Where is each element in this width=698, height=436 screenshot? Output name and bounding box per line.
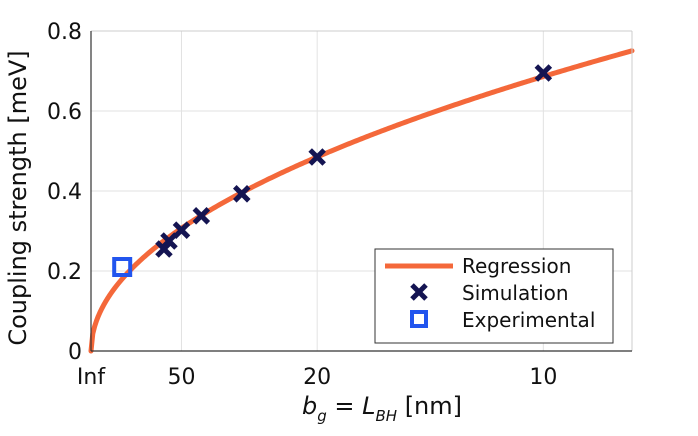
x-tick-label: 50 xyxy=(167,365,195,390)
legend-experimental-icon xyxy=(410,310,428,328)
legend-simulation-label: Simulation xyxy=(462,281,569,305)
y-tick-label: 0.8 xyxy=(47,20,82,45)
y-axis-label: Coupling strength [meV] xyxy=(4,50,32,345)
y-tick-label: 0 xyxy=(68,340,82,365)
x-label-unit: [nm] xyxy=(397,392,462,420)
marker-stroke xyxy=(233,185,251,203)
x-axis-label: bg = LBH [nm] xyxy=(302,392,462,425)
simulation-marker xyxy=(172,221,191,239)
legend-x-marker xyxy=(410,283,428,301)
simulation-marker xyxy=(534,64,553,82)
experimental-marker xyxy=(112,257,133,277)
y-tick-label: 0.6 xyxy=(47,100,82,125)
x-label-g-subscript: g xyxy=(317,407,327,425)
marker-stroke xyxy=(534,64,553,82)
tick-labels: 0 0.2 0.4 0.6 0.8 Inf 50 20 10 xyxy=(47,20,557,390)
marker-stroke xyxy=(172,221,191,239)
x-tick-label: 10 xyxy=(529,365,557,390)
legend-experimental-label: Experimental xyxy=(462,308,595,332)
axes xyxy=(90,30,633,352)
simulation-marker xyxy=(233,185,251,203)
y-tick-label: 0.2 xyxy=(47,260,82,285)
simulation-marker xyxy=(192,207,211,225)
marker-stroke xyxy=(192,207,211,225)
marker-stroke xyxy=(308,148,326,166)
x-label-l: L xyxy=(362,392,375,420)
legend-regression-label: Regression xyxy=(462,254,571,278)
x-tick-label: 20 xyxy=(303,365,331,390)
legend-simulation-icon xyxy=(410,283,428,301)
legend: Regression Simulation Experimental xyxy=(374,248,614,344)
y-tick-label: 0.4 xyxy=(47,180,82,205)
x-label-b: b xyxy=(302,392,317,420)
marker-layer xyxy=(112,64,553,277)
x-tick-label: Inf xyxy=(77,365,106,390)
x-label-bh-subscript: BH xyxy=(375,407,397,425)
x-label-equals: = xyxy=(327,392,362,420)
marker-stroke xyxy=(410,283,428,301)
simulation-marker xyxy=(308,148,326,166)
